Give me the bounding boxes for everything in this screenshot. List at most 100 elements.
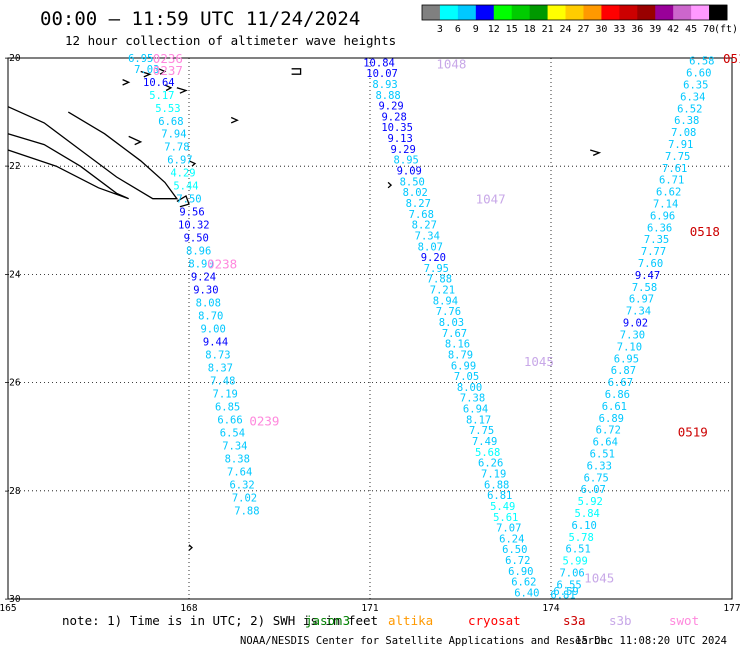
swh-value: 9.29 xyxy=(391,144,416,156)
lon-tick-label: 168 xyxy=(180,603,197,614)
coastline-segment xyxy=(158,68,167,75)
swh-value: 8.02 xyxy=(403,187,428,199)
coastline-segment xyxy=(188,544,193,551)
color-tick-label: 3 xyxy=(437,24,443,35)
coastline-segment xyxy=(230,116,239,124)
swh-value: 6.61 xyxy=(602,401,627,413)
swh-value: 10.35 xyxy=(381,122,413,134)
swh-value: 5.49 xyxy=(490,501,515,513)
swh-value: 6.35 xyxy=(683,80,708,92)
chart-title: 00:00 — 11:59 UTC 11/24/2024 xyxy=(40,8,360,30)
color-swatch xyxy=(583,5,602,20)
swh-value: 6.75 xyxy=(584,472,609,484)
lon-tick-label: 177 xyxy=(723,603,740,614)
swh-value: 6.97 xyxy=(629,294,654,306)
swh-value: 8.07 xyxy=(418,241,443,253)
swh-value: 8.96 xyxy=(186,246,211,258)
swh-value: 7.64 xyxy=(227,466,252,478)
color-swatch xyxy=(422,5,441,20)
color-tick-label: 70 xyxy=(703,24,715,35)
swh-value: 6.88 xyxy=(484,479,509,491)
mission-label: swot xyxy=(669,613,699,628)
swh-value: 7.75 xyxy=(469,425,494,437)
pass-time-label: 0519 xyxy=(678,424,708,439)
pass-time-label: 1047 xyxy=(476,192,506,207)
color-tick-label: 39 xyxy=(649,24,661,35)
swh-value: 6.95 xyxy=(128,53,153,65)
pass-time-label: 1048 xyxy=(436,56,466,71)
color-swatch xyxy=(619,5,638,20)
coastline-segment xyxy=(291,68,302,75)
swh-value: 7.49 xyxy=(472,436,497,448)
color-tick-label: 15 xyxy=(506,24,518,35)
swh-value: 10.84 xyxy=(363,57,395,69)
color-swatch xyxy=(565,5,584,20)
swh-value: 6.51 xyxy=(566,544,591,556)
swh-value: 8.93 xyxy=(372,79,397,91)
lon-tick-label: 174 xyxy=(542,603,559,614)
mission-legend: jason3 altika cryosat s3a s3b swot xyxy=(305,613,699,628)
pass-time-label: 0237 xyxy=(153,63,183,78)
swh-value: 6.64 xyxy=(593,437,618,449)
swh-value: 7.10 xyxy=(617,341,642,353)
swh-value: 9.24 xyxy=(191,272,216,284)
lat-tick-label: -20 xyxy=(3,53,20,64)
swh-value: 6.71 xyxy=(659,175,684,187)
swh-value: 7.06 xyxy=(559,567,584,579)
coastline-segment xyxy=(176,195,190,208)
color-swatch xyxy=(709,5,728,20)
color-swatch xyxy=(601,5,620,20)
swh-value: 6.87 xyxy=(611,365,636,377)
swh-value: 7.34 xyxy=(222,440,247,452)
color-swatch xyxy=(637,5,656,20)
swh-value: 7.14 xyxy=(653,199,678,211)
lat-tick-label: -28 xyxy=(3,486,20,497)
swh-value: 6.24 xyxy=(499,533,524,545)
swh-value: 8.08 xyxy=(196,298,221,310)
color-tick-label: 27 xyxy=(577,24,589,35)
swh-value: 5.61 xyxy=(493,512,518,524)
swh-value: 8.27 xyxy=(412,220,437,232)
swh-value: 7.50 xyxy=(176,194,201,206)
swh-value: 7.38 xyxy=(460,393,485,405)
swh-value: 7.77 xyxy=(641,246,666,258)
swh-value: 9.29 xyxy=(378,101,403,113)
swh-value: 7.78 xyxy=(164,142,189,154)
swh-value: 6.94 xyxy=(463,404,488,416)
swh-value: 6.97 xyxy=(167,155,192,167)
swh-value: 5.99 xyxy=(562,556,587,568)
pass-time-label: 1045 xyxy=(524,354,554,369)
swh-value: 8.70 xyxy=(198,311,223,323)
swh-value: 8.79 xyxy=(448,349,473,361)
swh-value: 8.16 xyxy=(445,339,470,351)
swh-value: 8.90 xyxy=(188,259,213,271)
scale-unit-label: (ft) xyxy=(714,24,738,35)
swh-value: 8.73 xyxy=(205,349,230,361)
swh-value: 6.07 xyxy=(581,484,606,496)
swh-value: 7.34 xyxy=(626,306,651,318)
swh-value: 7.30 xyxy=(620,329,645,341)
swh-value: 7.05 xyxy=(454,371,479,383)
swh-value: 5.92 xyxy=(578,496,603,508)
swh-value: 7.88 xyxy=(234,505,259,517)
color-scale-bar: 3 6 9 12 15 18 21 24 27 30 33 36 39 42 45 70 xyxy=(421,4,728,35)
mission-label: cryosat xyxy=(468,613,521,628)
swh-value: 8.37 xyxy=(208,362,233,374)
coastline-segment xyxy=(176,87,188,94)
swh-value: 5.78 xyxy=(569,532,594,544)
swh-value: 8.00 xyxy=(457,382,482,394)
color-swatch xyxy=(673,5,692,20)
footer-credit: NOAA/NESDIS Center for Satellite Applica… xyxy=(240,635,607,647)
coastline-segment xyxy=(7,106,179,200)
coastline-segment xyxy=(387,181,393,189)
color-tick-label: 12 xyxy=(488,24,500,35)
lat-tick-label: -26 xyxy=(3,378,20,389)
swh-value: 6.72 xyxy=(505,555,530,567)
swh-value: 6.54 xyxy=(220,427,245,439)
swh-value: 7.61 xyxy=(662,163,687,175)
coastline-segment xyxy=(188,160,197,167)
swh-value: 6.62 xyxy=(656,187,681,199)
swh-value: 7.21 xyxy=(430,285,455,297)
